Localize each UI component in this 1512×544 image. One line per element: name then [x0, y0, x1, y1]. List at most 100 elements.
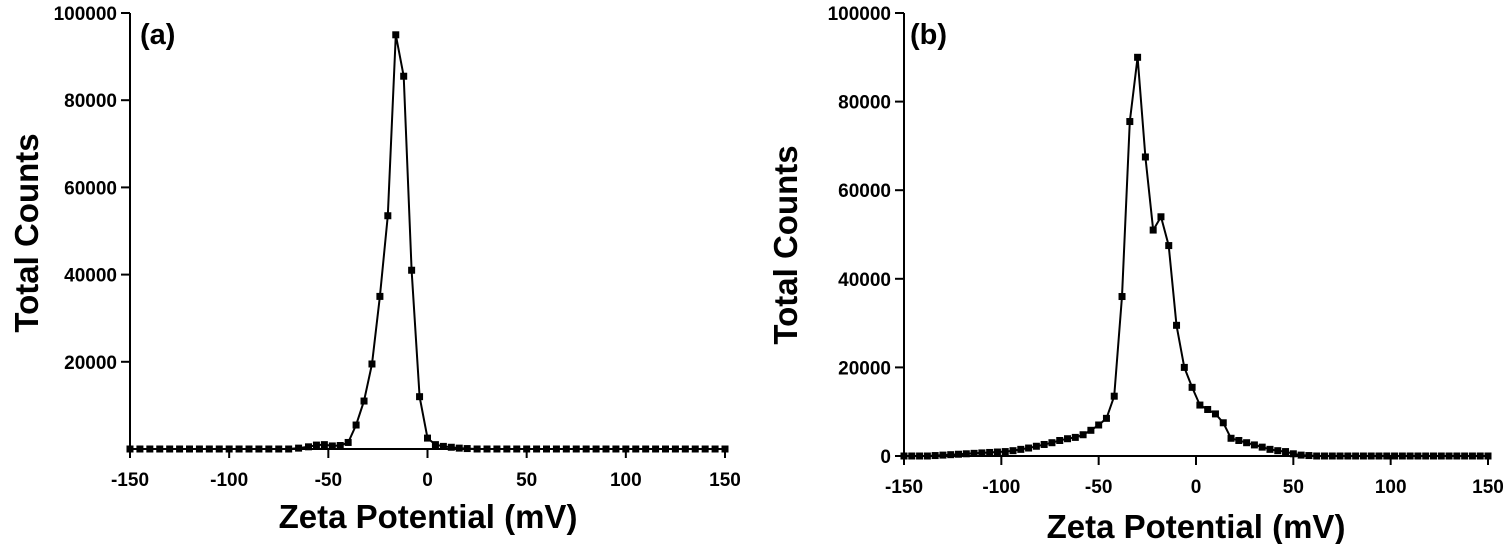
- panel-b-data-point: [1110, 392, 1118, 400]
- panel-b-data-point: [1445, 452, 1453, 460]
- panel-a-x-tick-label: 50: [516, 470, 537, 491]
- panel-a-data-point: [543, 445, 550, 453]
- panel-b-data-point: [1468, 452, 1476, 460]
- panel-a-data-point: [572, 445, 580, 453]
- panel-a-data-point: [392, 31, 400, 39]
- panel-b-data-point: [1180, 363, 1188, 371]
- panel-a-data-point: [671, 445, 679, 453]
- panel-b-y-axis-title: Total Counts: [767, 145, 804, 344]
- panel-b-data-point: [1414, 452, 1422, 460]
- panel-b-data-point: [1056, 436, 1064, 444]
- panel-b-data-point: [1320, 452, 1328, 460]
- panel-a-data-point: [225, 445, 233, 453]
- panel-a-data-point: [285, 445, 293, 453]
- panel-a-data-point: [592, 445, 600, 453]
- panel-b-data-point: [1079, 431, 1087, 439]
- panel-b-data-point: [923, 452, 931, 460]
- panel-a-data-point: [483, 445, 491, 453]
- panel-b-data-point: [1422, 452, 1430, 460]
- panel-b-data-point: [1391, 452, 1399, 460]
- panel-a-data-point: [320, 441, 328, 449]
- panel-a-data-point: [408, 266, 416, 274]
- panel-b-data-point: [900, 452, 908, 460]
- panel-a-x-tick-label: -50: [315, 470, 342, 491]
- panel-b-data-point: [1344, 452, 1352, 460]
- panel-a-data-point: [215, 445, 223, 453]
- panel-b-data-point: [1313, 452, 1321, 460]
- panel-b-data-point: [1149, 226, 1157, 234]
- panel-a-data-point: [265, 445, 273, 453]
- panel-b-data-point: [1211, 410, 1219, 418]
- panel-b-data-point: [970, 449, 978, 457]
- panel-b-data-point: [1243, 439, 1251, 447]
- panel-b-data-point: [1367, 452, 1375, 460]
- panel-a-data-point: [681, 445, 689, 453]
- panel-a-data-point: [711, 445, 719, 453]
- panel-b-data-point: [1383, 452, 1391, 460]
- panel-b-y-tick-label: 40000: [838, 270, 891, 291]
- panel-a-data-point: [336, 442, 344, 450]
- panel-b-data-point: [1484, 452, 1492, 460]
- panel-b-data-point: [1134, 53, 1142, 61]
- panel-a-data-point: [473, 445, 481, 453]
- panel-b-data-point: [1227, 434, 1235, 442]
- panel-a-y-tick-label: 100000: [54, 4, 117, 25]
- panel-b-data-point: [1359, 452, 1367, 460]
- panel-a-data-point: [166, 445, 174, 453]
- panel-a-x-tick-label: -150: [111, 470, 149, 491]
- panel-a-data-point: [691, 445, 699, 453]
- panel-b-data-point: [908, 452, 916, 460]
- panel-b-data-point: [947, 451, 955, 459]
- panel-b-data-point: [1141, 153, 1149, 161]
- panel-b-data-point: [986, 448, 994, 456]
- panel-a-data-point: [126, 445, 134, 453]
- panel-a-data-point: [463, 445, 471, 453]
- panel-b-data-point: [1204, 405, 1212, 413]
- panel-a-data-point: [424, 434, 431, 442]
- panel-a-data-point: [493, 445, 501, 453]
- panel-b-label: (b): [910, 19, 947, 51]
- panel-a-data-point: [156, 445, 164, 453]
- panel-a-data-point: [195, 445, 203, 453]
- panel-a-data-point: [136, 445, 144, 453]
- panel-a-y-tick-label: 80000: [64, 91, 117, 112]
- panel-a-data-point: [652, 445, 660, 453]
- panel-b-data-point: [1118, 293, 1126, 301]
- panel-a-data-point: [721, 445, 729, 453]
- panel-a-y-tick-label: 60000: [64, 178, 117, 199]
- panel-b: (b) Total Counts Zeta Potential (mV) -15…: [767, 4, 1504, 544]
- panel-b-data-point: [1250, 441, 1258, 449]
- panel-b-data-point: [1266, 445, 1274, 453]
- panel-a-data-point: [701, 445, 709, 453]
- panel-a-data-point: [582, 445, 590, 453]
- panel-b-series-line: [904, 57, 1488, 457]
- panel-a-x-tick-label: 0: [422, 470, 433, 491]
- panel-b-data-point: [1297, 451, 1305, 459]
- panel-b-data-point: [1429, 452, 1437, 460]
- panel-a-data-point: [255, 445, 263, 453]
- panel-b-data-point: [1375, 452, 1383, 460]
- panel-a-data-point: [642, 445, 650, 453]
- panel-a-data-point: [439, 442, 447, 450]
- panel-b-x-tick-label: -150: [885, 477, 923, 498]
- panel-b-data-point: [916, 452, 924, 460]
- panel-b-data-point: [1289, 450, 1297, 458]
- panel-b-data-point: [1025, 444, 1033, 452]
- panel-b-data-point: [1009, 447, 1017, 455]
- panel-b-data-point: [1453, 452, 1461, 460]
- panel-b-data-point: [1102, 414, 1110, 422]
- panel-b-data-point: [1064, 435, 1072, 443]
- panel-b-data-point: [1437, 452, 1445, 460]
- panel-b-data-point: [1032, 442, 1040, 450]
- panel-a-data-point: [562, 445, 570, 453]
- panel-a: (a) Total Counts Zeta Potential (mV) -15…: [8, 4, 741, 535]
- panel-a-data-point: [360, 397, 368, 405]
- panel-a-data-point: [513, 445, 521, 453]
- panel-b-data-point: [1087, 426, 1095, 434]
- panel-b-data-point: [1196, 401, 1204, 409]
- panel-a-y-tick-label: 20000: [64, 353, 117, 374]
- panel-b-data-point: [1165, 242, 1173, 250]
- panel-a-x-tick-label: 100: [610, 470, 642, 491]
- panel-b-data-point: [1336, 452, 1344, 460]
